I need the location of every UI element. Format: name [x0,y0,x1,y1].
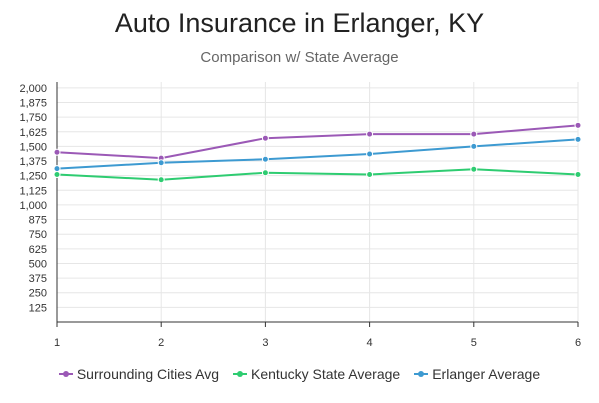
y-axis-ticks: 125 250 375 500 625 750 875 1,000 1,125 1,250 1,37… [19,83,47,315]
legend-item-kentucky-state-average[interactable]: Kentucky State Average [233,366,400,382]
y-tick-label: 1,875 [19,97,47,109]
erlanger-average-point [157,159,165,167]
y-tick-label: 1,750 [19,112,47,124]
y-tick-label: 1,500 [19,141,47,153]
chart-subtitle: Comparison w/ State Average [200,49,399,66]
kentucky-state-average-point [470,165,478,173]
legend-item-erlanger-average[interactable]: Erlanger Average [414,366,540,382]
x-tick-label: 6 [575,337,581,349]
surrounding-cities-avg-point [574,121,582,129]
series-points [53,121,582,184]
legend-swatch-icon [58,369,73,379]
legend-label: Surrounding Cities Avg [76,366,220,382]
x-tick-label: 1 [54,337,60,349]
y-tick-label: 1,375 [19,156,47,168]
surrounding-cities-avg-point [53,148,61,156]
erlanger-average-point [470,142,478,150]
x-axis-ticks: 1 2 3 4 5 6 [54,337,581,349]
erlanger-average-point [53,165,61,173]
kentucky-state-average-point [574,170,582,178]
legend-label: Erlanger Average [432,366,541,382]
grid-lines [56,82,579,322]
y-tick-label: 125 [29,302,47,314]
chart-legend: Surrounding Cities Avg Kentucky State Ave… [0,366,599,382]
legend-swatch-icon [414,369,429,379]
axes [56,82,579,327]
x-tick-label: 3 [262,337,268,349]
legend-label: Kentucky State Average [251,366,401,382]
series-lines [56,124,579,181]
surrounding-cities-avg-line [56,124,579,160]
erlanger-average-line [56,138,579,170]
y-tick-label: 500 [29,258,47,270]
x-tick-label: 5 [471,337,477,349]
kentucky-state-average-point [366,170,374,178]
kentucky-state-average-point [157,176,165,184]
y-tick-label: 1,625 [19,127,47,139]
kentucky-state-average-point [53,170,61,178]
y-tick-label: 750 [29,229,47,241]
y-tick-label: 250 [29,288,47,300]
x-tick-label: 4 [367,337,373,349]
legend-item-surrounding-cities-avg[interactable]: Surrounding Cities Avg [58,366,220,382]
erlanger-average-point [366,150,374,158]
y-tick-label: 375 [29,273,47,285]
surrounding-cities-avg-point [261,134,269,142]
chart-title: Auto Insurance in Erlanger, KY [114,8,485,38]
kentucky-state-average-line [56,168,579,181]
kentucky-state-average-point [261,169,269,177]
y-tick-label: 1,000 [19,200,47,212]
erlanger-average-point [574,135,582,143]
y-tick-label: 1,250 [19,171,47,183]
erlanger-average-point [261,155,269,163]
x-tick-label: 2 [158,337,164,349]
y-tick-label: 2,000 [19,83,47,95]
y-tick-label: 625 [29,244,47,256]
surrounding-cities-avg-point [470,130,478,138]
y-tick-label: 875 [29,215,47,227]
legend-swatch-icon [233,369,248,379]
surrounding-cities-avg-point [366,130,374,138]
y-tick-label: 1,125 [19,185,47,197]
